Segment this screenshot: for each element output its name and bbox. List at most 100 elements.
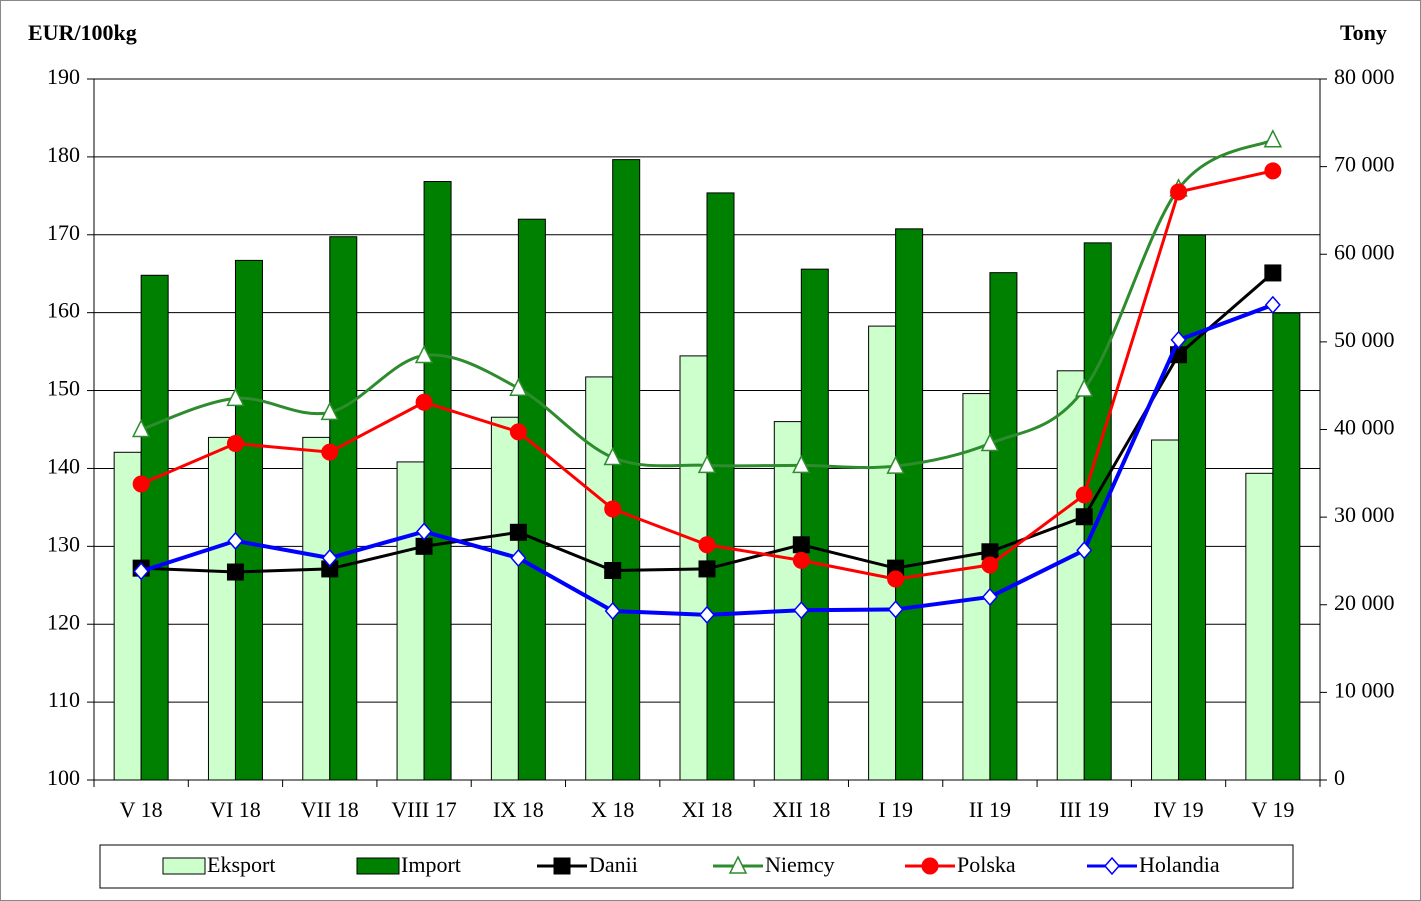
- bar: [1151, 439, 1180, 781]
- legend-label: Niemcy: [765, 852, 835, 877]
- y2-axis-title: Tony: [1340, 20, 1387, 45]
- point-marker: [980, 432, 1000, 452]
- point-marker: [321, 548, 338, 568]
- point-marker: [509, 523, 527, 541]
- y-axis-title: EUR/100kg: [28, 20, 137, 45]
- point-marker: [1170, 330, 1187, 350]
- y-tick-label: 190: [47, 64, 80, 89]
- x-tick-label: XII 18: [772, 797, 830, 822]
- x-tick-label: VIII 17: [391, 797, 456, 822]
- y-tick-label: 150: [47, 376, 80, 401]
- legend-marker: [921, 857, 939, 875]
- point-marker: [887, 570, 905, 588]
- y-tick-label: 120: [47, 609, 80, 634]
- point-marker: [792, 454, 811, 474]
- y-tick-label: 100: [47, 765, 80, 790]
- bar: [612, 159, 641, 781]
- point-marker: [699, 605, 715, 625]
- point-marker: [603, 446, 622, 466]
- point-marker: [414, 344, 434, 364]
- bar: [396, 461, 425, 781]
- bar: [989, 272, 1018, 781]
- bar: [962, 393, 991, 781]
- point-marker: [510, 548, 527, 568]
- point-marker: [1075, 508, 1093, 526]
- bar: [1056, 370, 1085, 781]
- point-marker: [1170, 183, 1188, 201]
- point-marker: [227, 531, 244, 551]
- point-marker: [1264, 295, 1281, 315]
- y2-tick-label: 10 000: [1334, 677, 1395, 702]
- legend-marker: [553, 857, 571, 875]
- bar: [517, 218, 546, 781]
- point-marker: [698, 560, 716, 578]
- point-marker: [509, 423, 527, 441]
- point-marker: [1076, 541, 1093, 560]
- point-marker: [697, 454, 717, 474]
- y-tick-label: 130: [47, 531, 80, 556]
- legend-marker: [1104, 856, 1120, 876]
- y2-tick-label: 40 000: [1334, 415, 1395, 440]
- point-marker: [226, 435, 244, 453]
- y-tick-label: 160: [47, 298, 80, 323]
- legend-label: Eksport: [207, 852, 275, 877]
- x-tick-label: V 19: [1251, 797, 1294, 822]
- legend-label: Import: [401, 852, 461, 877]
- point-marker: [1263, 129, 1283, 148]
- legend-marker: [728, 855, 748, 874]
- x-tick-label: III 19: [1059, 797, 1108, 822]
- x-tick-label: IX 18: [493, 797, 544, 822]
- point-marker: [320, 401, 339, 421]
- bar: [329, 236, 358, 781]
- bar: [1272, 312, 1301, 781]
- y-tick-label: 180: [47, 142, 80, 167]
- x-tick-label: X 18: [591, 797, 634, 822]
- point-marker: [226, 563, 244, 581]
- point-marker: [321, 443, 339, 461]
- point-marker: [415, 537, 433, 555]
- point-marker: [981, 556, 999, 574]
- point-marker: [792, 536, 810, 554]
- legend-swatch: [356, 857, 400, 875]
- y2-tick-label: 50 000: [1334, 327, 1395, 352]
- bar: [140, 274, 169, 781]
- point-marker: [1075, 486, 1093, 504]
- point-marker: [1264, 264, 1282, 282]
- legend-label: Polska: [957, 852, 1016, 877]
- bar: [490, 416, 519, 781]
- point-marker: [604, 601, 621, 621]
- bar: [1245, 472, 1274, 781]
- y2-tick-label: 60 000: [1334, 239, 1395, 264]
- bar: [868, 325, 897, 781]
- point-marker: [1075, 378, 1094, 397]
- y-tick-label: 110: [48, 687, 80, 712]
- x-tick-label: II 19: [969, 797, 1011, 822]
- point-marker: [793, 601, 810, 620]
- legend-label: Holandia: [1139, 852, 1220, 877]
- point-marker: [698, 536, 716, 554]
- y2-tick-label: 30 000: [1334, 502, 1395, 527]
- bar: [800, 268, 829, 781]
- x-tick-label: VII 18: [301, 797, 359, 822]
- x-tick-label: V 18: [120, 797, 163, 822]
- bar: [207, 436, 236, 781]
- point-marker: [509, 377, 528, 396]
- bar: [895, 228, 924, 781]
- bar: [1178, 234, 1207, 781]
- point-marker: [604, 500, 622, 518]
- x-tick-label: I 19: [878, 797, 913, 822]
- point-marker: [226, 387, 245, 407]
- bar: [706, 192, 735, 781]
- x-tick-label: IV 19: [1153, 797, 1203, 822]
- y2-tick-label: 80 000: [1334, 64, 1395, 89]
- legend-swatch: [162, 857, 206, 875]
- bar: [113, 451, 142, 781]
- point-marker: [887, 600, 904, 619]
- point-marker: [133, 562, 150, 581]
- point-marker: [1264, 162, 1282, 180]
- y2-tick-label: 70 000: [1334, 152, 1395, 177]
- y2-tick-label: 20 000: [1334, 590, 1395, 615]
- point-marker: [981, 587, 998, 607]
- point-marker: [416, 522, 433, 541]
